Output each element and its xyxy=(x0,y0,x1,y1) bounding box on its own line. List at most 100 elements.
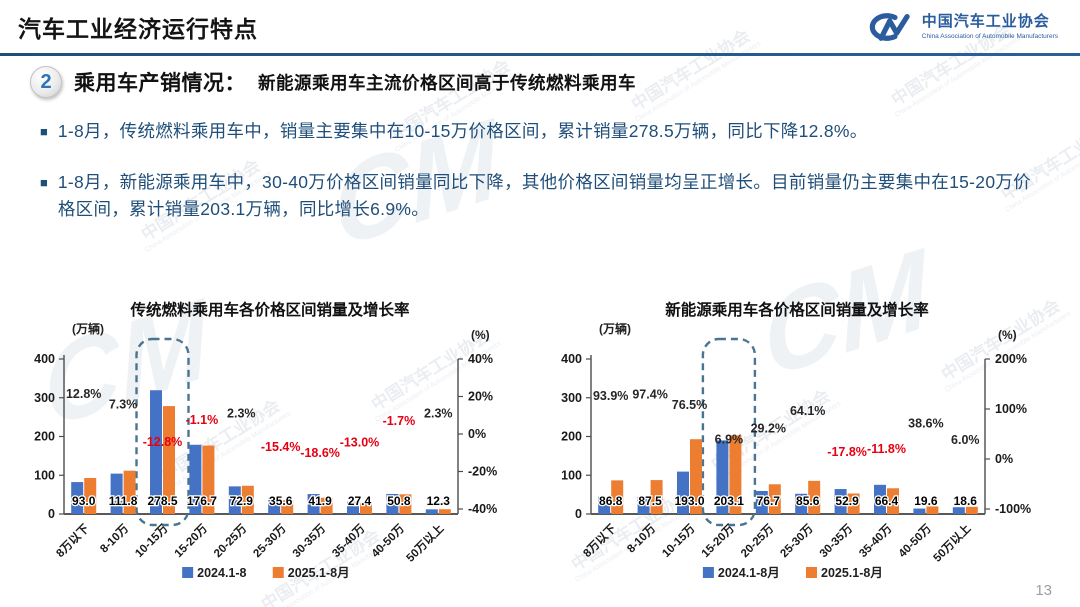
axis-unit-right: (%) xyxy=(471,328,490,342)
growth-label: 6.0% xyxy=(951,433,980,447)
chart-title: 新能源乘用车各价格区间销量及增长率 xyxy=(665,300,929,319)
bar-2024.1-8-30-35万 xyxy=(307,494,320,514)
value-label: 176.7 xyxy=(187,494,217,508)
x-axis-label: 20-25万 xyxy=(738,522,776,560)
bar-2025.1-8月-15-20万 xyxy=(729,435,742,514)
bar-2024.1-8-35-40万 xyxy=(347,501,359,514)
value-label: 93.0 xyxy=(72,494,96,508)
x-axis-label: 20-25万 xyxy=(211,522,249,560)
bar-2025.1-8月-40-50万 xyxy=(926,506,939,514)
left-axis-tick-label: 200 xyxy=(561,430,582,444)
bar-2025.1-8月-20-25万 xyxy=(241,485,254,514)
right-axis-tick-label: 200% xyxy=(995,352,1027,366)
bar-2025.1-8月-20-25万 xyxy=(768,484,781,514)
bullet-text: 1-8月，传统燃料乘用车中，销量主要集中在10-15万价格区间，累计销量278.… xyxy=(57,121,868,141)
value-label: 52.9 xyxy=(835,494,859,508)
legend-label-2024: 2024.1-8 xyxy=(197,566,246,580)
growth-label: 38.6% xyxy=(908,417,943,431)
value-label: 50.8 xyxy=(387,494,411,508)
growth-label: 6.9% xyxy=(715,433,744,447)
x-axis-label: 10-15万 xyxy=(659,522,697,560)
legend-swatch-2025 xyxy=(806,567,817,578)
x-axis-label: 8-10万 xyxy=(98,522,132,556)
bar-2025.1-8月-8万以下 xyxy=(611,480,624,514)
legend-label-2025: 2025.1-8月 xyxy=(821,566,883,580)
x-axis-label: 35-40万 xyxy=(856,522,894,560)
logo-monogram-icon xyxy=(869,13,910,41)
left-axis-tick-label: 300 xyxy=(561,391,582,405)
chart-nev-vehicles: 新能源乘用车各价格区间销量及增长率 (万辆) (%) 400 300 200 100 0 200… xyxy=(561,300,1031,580)
legend-label-2024: 2024.1-8月 xyxy=(718,566,780,580)
growth-label: -11.8% xyxy=(867,442,906,456)
bar-2025.1-8月-50万以上 xyxy=(965,506,978,514)
right-axis-tick-label: 100% xyxy=(995,402,1027,416)
axis-unit-right: (%) xyxy=(998,328,1017,342)
bar-2024.1-8-10-15万 xyxy=(150,390,162,514)
x-axis-label: 8-10万 xyxy=(625,522,659,556)
title-divider xyxy=(0,53,1080,56)
legend-swatch-2025 xyxy=(272,567,284,578)
bar-2024.1-8月-20-25万 xyxy=(755,490,768,514)
right-axis-tick-label: 0% xyxy=(995,452,1013,466)
growth-label: -17.8% xyxy=(827,445,867,459)
bar-2025.1-8月-15-20万 xyxy=(202,445,215,514)
bar-2025.1-8月-35-40万 xyxy=(360,503,372,514)
growth-label: 64.1% xyxy=(790,404,825,418)
bar-2025.1-8月-8万以下 xyxy=(84,477,97,514)
bar-2024.1-8月-50万以上 xyxy=(952,507,965,514)
section-subheading: 新能源乘用车主流价格区间高于传统燃料乘用车 xyxy=(258,72,636,93)
axis-unit-left: (万辆) xyxy=(72,321,104,336)
left-axis-tick-label: 100 xyxy=(34,468,55,482)
growth-label: 12.8% xyxy=(66,387,101,401)
left-axis-tick-label: 100 xyxy=(561,468,582,482)
bar-2025.1-8月-50万以上 xyxy=(438,509,451,514)
growth-label: 29.2% xyxy=(751,421,786,435)
left-axis-tick-label: 0 xyxy=(48,507,55,521)
page-title: 汽车工业经济运行特点 xyxy=(18,16,258,42)
growth-label: -1.7% xyxy=(383,414,416,428)
watermark-text: 中国汽车工业协会 China Association of Automobile … xyxy=(628,26,763,125)
value-label: 35.6 xyxy=(269,494,293,508)
x-axis-label: 30-35万 xyxy=(817,522,855,560)
left-axis-tick-label: 400 xyxy=(561,352,582,366)
bar-2024.1-8月-25-30万 xyxy=(795,493,808,514)
right-axis-tick-label: -40% xyxy=(468,502,497,516)
charts-row: 传统燃料乘用车各价格区间销量及增长率 (万辆) (%) 400 300 200 100 0 40… xyxy=(20,293,1062,605)
bar-2025.1-8月-8-10万 xyxy=(650,480,663,514)
legend-swatch-2024 xyxy=(702,567,714,578)
bar-2025.1-8月-25-30万 xyxy=(808,480,821,514)
bar-2025.1-8月-35-40万 xyxy=(887,488,899,514)
bar-2024.1-8-50万以上 xyxy=(425,509,438,514)
value-label: 111.8 xyxy=(109,494,138,508)
left-axis-tick-label: 400 xyxy=(34,352,55,366)
bullet-marker: ■ xyxy=(40,175,48,191)
value-label: 27.4 xyxy=(348,494,372,508)
x-axis-label: 15-20万 xyxy=(172,522,210,560)
x-axis-label: 30-35万 xyxy=(290,522,328,560)
growth-label: -1.1% xyxy=(186,413,219,427)
value-label: 203.1 xyxy=(714,494,744,508)
bar-2024.1-8月-40-50万 xyxy=(913,508,926,514)
logo-name-en: China Association of Automobile Manufact… xyxy=(921,32,1058,40)
section-number: 2 xyxy=(40,70,52,93)
bar-2024.1-8-25-30万 xyxy=(268,497,281,514)
growth-label: -18.6% xyxy=(300,446,340,460)
value-label: 193.0 xyxy=(674,494,704,508)
right-axis-tick-label: 20% xyxy=(468,390,493,404)
bar-2024.1-8-8-10万 xyxy=(110,473,123,514)
right-axis-tick-label: -20% xyxy=(468,465,497,479)
value-label: 278.5 xyxy=(147,494,177,508)
bar-2025.1-8月-40-50万 xyxy=(399,494,412,514)
bar-2025.1-8月-30-35万 xyxy=(320,497,333,514)
growth-label: 2.3% xyxy=(424,407,453,421)
growth-label: -13.0% xyxy=(340,435,380,449)
x-axis-label: 35-40万 xyxy=(329,522,367,560)
growth-label: 97.4% xyxy=(632,387,667,401)
x-axis-label: 25-30万 xyxy=(778,522,816,560)
axis-unit-left: (万辆) xyxy=(599,321,631,336)
section-heading: 乘用车产销情况： xyxy=(74,72,246,95)
bar-2024.1-8月-10-15万 xyxy=(677,471,689,514)
bar-2025.1-8月-25-30万 xyxy=(281,500,294,514)
x-axis-label: 10-15万 xyxy=(132,522,170,560)
value-label: 18.6 xyxy=(954,494,978,508)
